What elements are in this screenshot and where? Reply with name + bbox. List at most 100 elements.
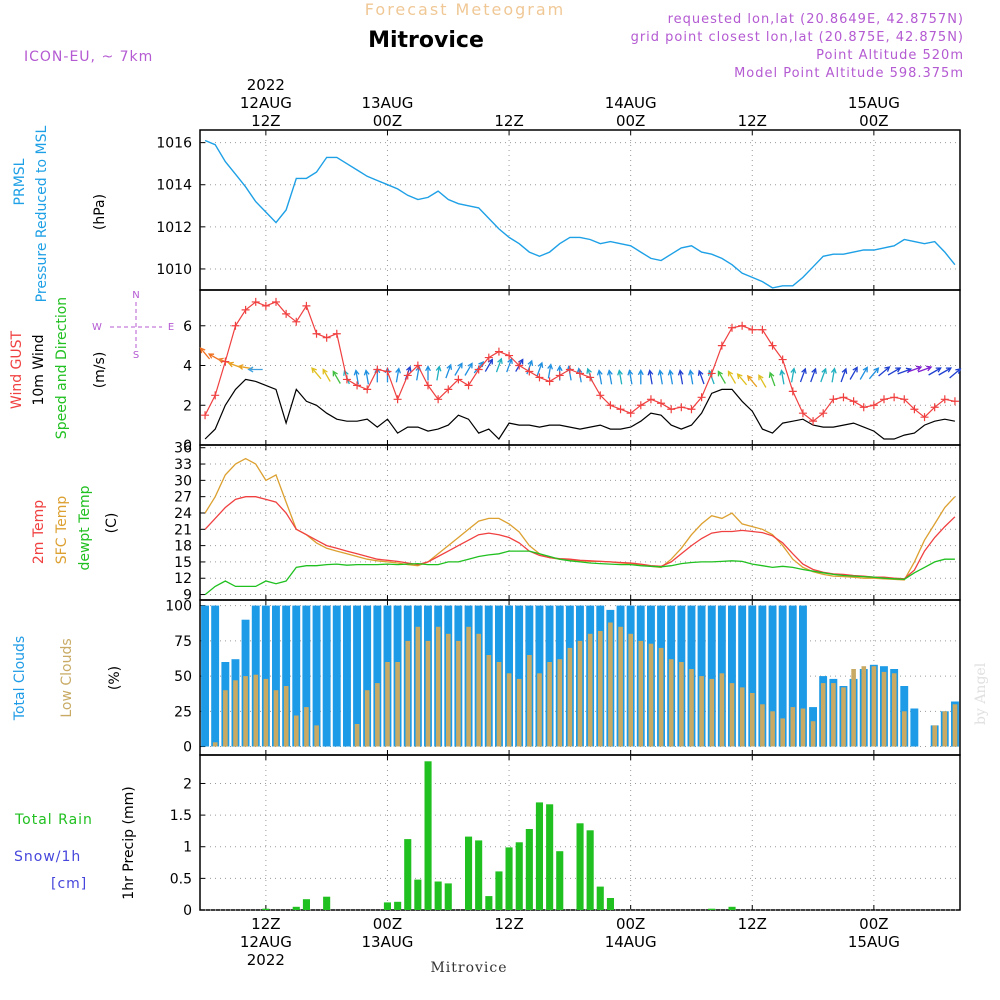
y-tick-label: 0.5 [170,871,192,887]
wind-direction-arrow [928,367,942,376]
wind-gust-marker [697,393,706,402]
wind-gust-marker [940,395,949,404]
wind-gust-marker [211,391,220,400]
low-cloud-bar [689,669,694,747]
wind-gust-marker [707,369,716,378]
y-tick-label: 18 [174,539,192,555]
precip-bar [424,761,432,910]
precip-bar [414,879,422,910]
low-cloud-bar [699,676,704,747]
low-cloud-bar [760,704,765,747]
wind-gust-marker [657,399,666,408]
low-cloud-bar [902,711,907,747]
y-tick-label: 24 [174,506,192,522]
wind-gust-marker [342,375,351,384]
wind-gust-marker [798,409,807,418]
low-cloud-bar [212,742,218,747]
bottom-time-label: 15AUG [848,933,900,951]
y-tick-label: 33 [174,457,192,473]
wind-gust-marker [221,357,230,366]
wind-gust-marker [910,405,919,414]
wind-direction-arrow [717,370,726,384]
low-cloud-bar [881,671,887,747]
y-tick-label: 0 [183,438,192,454]
wind-gust-marker [525,367,534,376]
wind-gust-marker [332,329,341,338]
top-time-label: 13AUG [361,94,413,112]
low-cloud-bar [364,690,370,747]
low-cloud-bar [446,633,451,747]
low-cloud-bar [405,640,411,747]
low-cloud-bar [618,626,623,747]
wind-gust-marker [241,305,250,314]
wind-gust-marker [900,395,909,404]
low-cloud-bar [638,640,644,747]
low-cloud-bar [658,647,664,747]
low-cloud-bar [466,626,471,747]
wind-gust-marker [950,397,959,406]
total-cloud-bar [322,605,331,747]
wind-gust-marker [322,333,331,342]
total-cloud-bar [272,605,280,747]
low-cloud-bar [263,678,269,747]
top-time-label: 00Z [616,112,645,130]
precip-bar [576,823,584,910]
wind-gust-marker [880,395,888,404]
y-tick-label: 6 [183,319,192,335]
wind-gust-marker [788,387,797,396]
wind-direction-arrow [627,369,634,385]
wind-gust-marker [687,405,696,414]
wind-gust-marker [728,323,736,332]
model-point-altitude: Model Point Altitude 598.375m [734,66,964,81]
wind-gust-marker [869,401,878,410]
compass-n: N [132,290,139,301]
wind-ylabel: Wind GUST 10m Wind Speed and Direction (… [9,290,174,439]
precip-bar [302,899,310,910]
wind-gust-marker [454,375,463,384]
low-cloud-bar [385,662,390,747]
wind-gust-line [204,301,956,422]
wind-direction-arrow [495,357,503,373]
wind-gust-marker [474,365,483,374]
wind-gust-marker [849,397,858,406]
wind-direction-arrow [758,374,767,388]
wind-direction-arrow [464,362,473,376]
pressure-ylabel-line2: Pressure Reduced to MSL [34,125,50,302]
low-cloud-bar [476,633,481,747]
wind-gust-marker [424,381,432,390]
low-cloud-bar [273,690,279,747]
wind-direction-arrow [868,367,880,380]
low-cloud-bar [294,715,299,747]
low-cloud-bar [668,659,674,747]
temp-unit: (C) [104,513,120,534]
precip-bar [525,829,533,910]
y-tick-label: 12 [174,571,192,587]
wind-direction-arrow [779,369,786,385]
compass-rose: N S W E [92,290,174,361]
wind-gust-marker [646,395,655,404]
wind-direction-arrow [353,369,360,385]
total-cloud-bar [292,605,301,747]
wind-gust-marker [596,391,605,400]
wind-gust-marker [778,355,787,364]
wind-gust-marker [809,417,818,426]
wind-gust-marker [555,371,564,380]
wind-direction-arrow [840,367,848,383]
wind-ylabel-line2: 10m Wind [31,334,47,405]
wind-gust-marker [677,403,686,412]
wind-speed-line [204,378,956,440]
pressure-panel: 1010 1012 1014 1016 [156,129,961,291]
low-cloud-bar [537,673,542,747]
wind-direction-arrow [506,357,513,373]
low-cloud-bar [861,666,867,747]
wind-direction-arrow [688,369,694,385]
precip-ylabel-text: 1hr Precip (mm) [121,786,137,899]
wind-direction-arrow [363,369,370,385]
wind-direction-arrow [657,369,664,385]
pressure-ylabel-line1: PRMSL [12,158,28,205]
temp-ylabel: 2m Temp SFC Temp dewpt Temp (C) [31,485,120,570]
total-cloud-bar [910,708,919,747]
